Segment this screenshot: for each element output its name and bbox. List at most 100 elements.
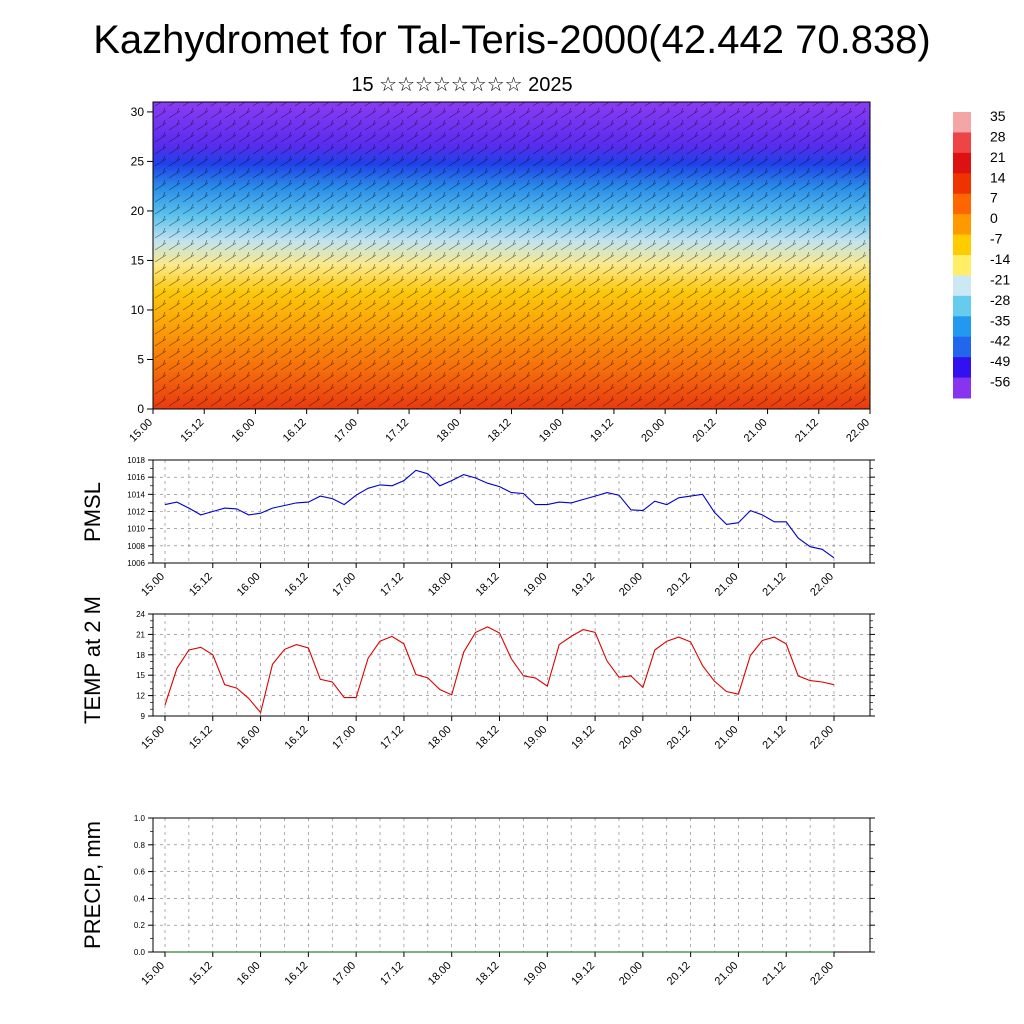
x-tick-label: 17.12 xyxy=(378,960,406,988)
x-tick-label: 15.12 xyxy=(187,571,215,599)
x-tick-label: 18.12 xyxy=(474,571,502,599)
y-axis-label: TEMP at 2 M xyxy=(80,596,105,724)
heatmap-x-tick-label: 16.00 xyxy=(230,417,258,445)
x-tick-label: 17.00 xyxy=(330,724,358,752)
x-tick-label: 19.00 xyxy=(521,724,549,752)
colorbar-label: -49 xyxy=(990,353,1010,369)
colorbar-label: -28 xyxy=(990,292,1010,308)
series-line xyxy=(164,626,835,714)
heatmap-x-tick-label: 18.00 xyxy=(434,417,462,445)
x-tick-label: 21.12 xyxy=(760,724,788,752)
x-tick-label: 17.00 xyxy=(330,960,358,988)
x-tick-label: 15.00 xyxy=(139,960,167,988)
pmsl-panel: 1006 1008 1010 1012 1014 1016 1018 PMSL 15.00 15.… xyxy=(80,456,875,599)
temperature-section-panel: 0 5 10 15 20 25 30 15.00 15.12 16.00 16.12 17.00 17.… xyxy=(127,101,872,445)
colorbar-label: -42 xyxy=(990,333,1010,349)
heatmap-x-tick-label: 15.00 xyxy=(127,417,155,445)
series-line xyxy=(164,469,835,559)
panel-frame xyxy=(152,613,871,717)
y-tick-label: 1006 xyxy=(127,559,145,568)
x-tick-label: 22.00 xyxy=(808,571,836,599)
colorbar-label: -56 xyxy=(990,374,1010,390)
colorbar: 35 28 21 14 7 0 -7 -14 -21 -28 -35 -42 -49 -56 xyxy=(953,108,1010,399)
heatmap-x-tick-label: 19.12 xyxy=(588,417,616,445)
heatmap-y-tick-label: 30 xyxy=(131,105,145,119)
x-tick-label: 22.00 xyxy=(808,960,836,988)
colorbar-label: -14 xyxy=(990,251,1010,267)
heatmap-x-tick-label: 20.12 xyxy=(691,417,719,445)
x-tick-label: 16.00 xyxy=(235,571,263,599)
colorbar-swatch xyxy=(953,295,971,317)
y-tick-label: 1018 xyxy=(127,456,145,465)
x-tick-label: 16.00 xyxy=(235,960,263,988)
colorbar-swatch xyxy=(953,255,971,276)
x-tick-label: 20.12 xyxy=(665,571,693,599)
y-tick-label: 0.0 xyxy=(134,948,146,957)
y-tick-label: 9 xyxy=(141,712,146,721)
y-tick-label: 0.6 xyxy=(134,868,146,877)
heatmap-x-tick-label: 17.12 xyxy=(383,417,411,445)
heatmap-x-tick-label: 22.00 xyxy=(844,417,872,445)
colorbar-swatch xyxy=(953,377,971,399)
colorbar-label: 21 xyxy=(990,149,1006,165)
x-tick-label: 19.00 xyxy=(521,571,549,599)
x-tick-label: 15.00 xyxy=(139,724,167,752)
colorbar-swatch xyxy=(953,112,971,133)
x-tick-label: 17.00 xyxy=(330,571,358,599)
heatmap-x-tick-label: 18.12 xyxy=(486,417,514,445)
x-tick-label: 21.12 xyxy=(760,960,788,988)
x-tick-label: 18.12 xyxy=(474,724,502,752)
x-tick-label: 20.00 xyxy=(617,724,645,752)
y-tick-label: 15 xyxy=(136,671,145,680)
x-tick-label: 16.00 xyxy=(235,724,263,752)
heatmap-x-tick-label: 17.00 xyxy=(332,417,360,445)
y-tick-label: 1014 xyxy=(127,490,145,499)
colorbar-swatch xyxy=(953,152,971,174)
colorbar-swatch xyxy=(953,234,971,256)
y-tick-label: 18 xyxy=(136,651,145,660)
x-tick-label: 16.12 xyxy=(283,960,311,988)
x-tick-label: 17.12 xyxy=(378,724,406,752)
heatmap-x-tick-label: 19.00 xyxy=(537,417,565,445)
x-tick-label: 20.00 xyxy=(617,960,645,988)
colorbar-label: 35 xyxy=(990,108,1006,124)
colorbar-label: 0 xyxy=(990,210,998,226)
colorbar-swatch xyxy=(953,214,971,236)
x-tick-label: 18.00 xyxy=(426,571,454,599)
colorbar-label: 14 xyxy=(990,169,1006,185)
colorbar-swatch xyxy=(953,357,971,379)
wind-barbs xyxy=(153,102,870,409)
x-tick-label: 20.00 xyxy=(617,571,645,599)
x-tick-label: 16.12 xyxy=(283,571,311,599)
x-tick-label: 18.12 xyxy=(474,960,502,988)
colorbar-label: -35 xyxy=(990,312,1010,328)
y-tick-label: 0.8 xyxy=(134,841,146,850)
temp-panel: 9 12 15 18 21 24 TEMP at 2 M 15.00 15.12 16.00 16.… xyxy=(80,596,875,752)
y-axis-label: PRECIP, mm xyxy=(80,821,105,949)
page-subtitle: 15 ☆☆☆☆☆☆☆☆ 2025 xyxy=(351,74,573,96)
heatmap-y-tick-label: 5 xyxy=(137,352,144,366)
x-tick-label: 22.00 xyxy=(808,724,836,752)
heatmap-x-tick-label: 21.12 xyxy=(793,417,821,445)
x-tick-label: 18.00 xyxy=(426,960,454,988)
y-tick-label: 0.2 xyxy=(134,921,146,930)
x-tick-label: 21.00 xyxy=(713,960,741,988)
colorbar-label: 28 xyxy=(990,128,1006,144)
heatmap-y-tick-label: 25 xyxy=(131,154,145,168)
x-tick-label: 17.12 xyxy=(378,571,406,599)
x-tick-label: 15.12 xyxy=(187,960,215,988)
colorbar-swatch xyxy=(953,316,971,338)
heatmap-y-tick-label: 20 xyxy=(131,204,145,218)
y-tick-label: 1016 xyxy=(127,473,145,482)
y-tick-label: 21 xyxy=(136,630,145,639)
x-tick-label: 15.00 xyxy=(139,571,167,599)
y-tick-label: 0.4 xyxy=(134,894,146,903)
colorbar-swatch xyxy=(953,132,971,154)
colorbar-swatch xyxy=(953,193,971,215)
x-tick-label: 15.12 xyxy=(187,724,215,752)
x-tick-label: 21.00 xyxy=(713,724,741,752)
heatmap-y-tick-label: 0 xyxy=(137,402,144,416)
x-tick-label: 21.12 xyxy=(760,571,788,599)
colorbar-swatch xyxy=(953,275,971,297)
